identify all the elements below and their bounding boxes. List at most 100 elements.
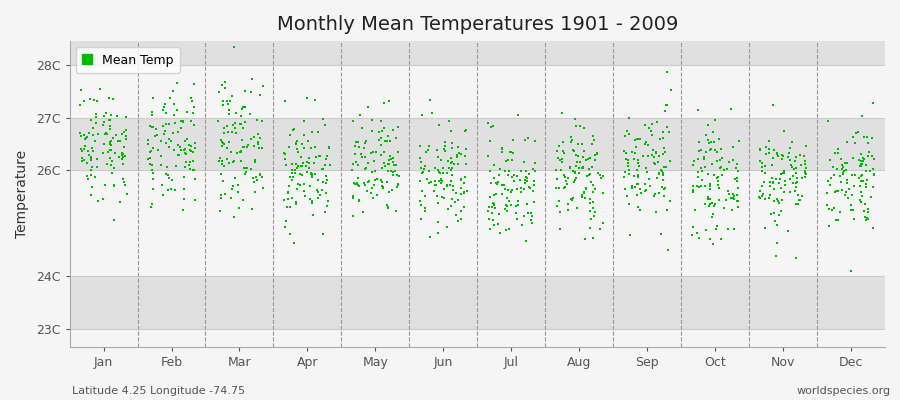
- Point: [638, 180, 652, 187]
- Point: [368, 148, 382, 155]
- Point: [631, 159, 645, 166]
- Point: [487, 202, 501, 209]
- Point: [237, 165, 251, 171]
- Point: [154, 162, 168, 168]
- Point: [771, 153, 786, 160]
- Point: [629, 191, 643, 198]
- Point: [652, 153, 667, 160]
- Point: [656, 177, 670, 184]
- Point: [582, 171, 597, 177]
- Point: [215, 158, 230, 165]
- Point: [714, 145, 728, 152]
- Point: [300, 95, 314, 101]
- Point: [290, 138, 304, 144]
- Point: [292, 182, 307, 189]
- Point: [753, 188, 768, 194]
- Point: [184, 98, 199, 104]
- Point: [86, 164, 100, 170]
- Point: [256, 83, 270, 89]
- Point: [487, 221, 501, 228]
- Point: [621, 162, 635, 169]
- Point: [584, 216, 598, 223]
- Point: [821, 118, 835, 124]
- Point: [374, 179, 389, 186]
- Point: [766, 179, 780, 185]
- Point: [76, 146, 91, 152]
- Point: [186, 166, 201, 173]
- Point: [712, 196, 726, 203]
- Point: [321, 144, 336, 150]
- Point: [387, 162, 401, 168]
- Point: [838, 160, 852, 166]
- Point: [351, 181, 365, 188]
- Point: [81, 148, 95, 154]
- Point: [357, 145, 372, 151]
- Point: [590, 170, 605, 176]
- Point: [439, 224, 454, 230]
- Point: [149, 126, 164, 132]
- Point: [500, 172, 515, 178]
- Point: [77, 131, 92, 138]
- Point: [96, 150, 111, 157]
- Point: [446, 183, 460, 189]
- Point: [233, 148, 248, 154]
- Point: [391, 124, 405, 130]
- Point: [491, 172, 506, 178]
- Point: [657, 193, 671, 199]
- Point: [146, 145, 160, 151]
- Point: [596, 190, 610, 196]
- Point: [454, 185, 468, 191]
- Point: [842, 186, 857, 192]
- Point: [483, 124, 498, 130]
- Point: [707, 202, 722, 209]
- Point: [183, 159, 197, 165]
- Point: [506, 137, 520, 144]
- Point: [524, 217, 538, 224]
- Point: [720, 188, 734, 194]
- Point: [240, 164, 255, 171]
- Point: [569, 175, 583, 181]
- Point: [215, 138, 230, 145]
- Point: [776, 153, 790, 160]
- Point: [212, 89, 226, 96]
- Bar: [545, 41, 613, 347]
- Point: [355, 125, 369, 131]
- Point: [848, 172, 862, 178]
- Point: [497, 182, 511, 188]
- Point: [377, 162, 392, 169]
- Point: [232, 149, 247, 155]
- Point: [105, 96, 120, 102]
- Point: [148, 133, 162, 139]
- Point: [304, 171, 319, 177]
- Point: [583, 200, 598, 206]
- Point: [289, 140, 303, 146]
- Point: [510, 216, 525, 222]
- Point: [483, 193, 498, 200]
- Point: [627, 156, 642, 162]
- Point: [761, 138, 776, 144]
- Point: [855, 193, 869, 200]
- Point: [767, 147, 781, 153]
- Point: [634, 190, 649, 196]
- Point: [315, 166, 329, 173]
- Point: [370, 176, 384, 182]
- Point: [585, 163, 599, 170]
- Point: [731, 197, 745, 204]
- Point: [155, 182, 169, 188]
- Point: [109, 132, 123, 138]
- Point: [639, 139, 653, 145]
- Point: [308, 171, 322, 178]
- Point: [503, 202, 517, 208]
- Point: [225, 129, 239, 136]
- Point: [507, 172, 521, 178]
- Point: [836, 164, 850, 170]
- Point: [90, 164, 104, 170]
- Point: [851, 157, 866, 163]
- Point: [454, 176, 468, 182]
- Point: [245, 76, 259, 82]
- Point: [178, 150, 193, 156]
- Point: [513, 168, 527, 174]
- Point: [644, 152, 659, 158]
- Point: [291, 149, 305, 155]
- Point: [91, 131, 105, 138]
